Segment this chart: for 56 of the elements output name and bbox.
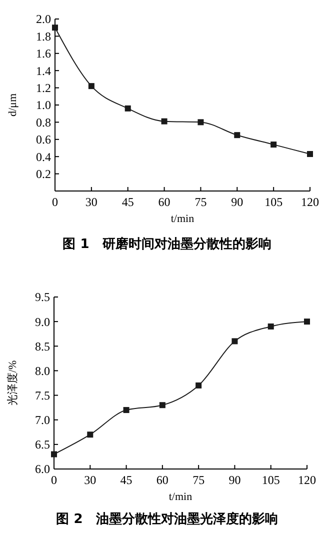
x-tick-label: 60 <box>156 473 168 487</box>
point <box>270 142 277 148</box>
point <box>232 338 238 344</box>
x-axis-title: t/min <box>170 213 195 225</box>
point <box>161 118 168 124</box>
point <box>304 318 310 325</box>
x-tick-label: 105 <box>264 195 283 209</box>
y-tick-label: 0.8 <box>36 115 51 130</box>
y-tick-label: 0.6 <box>36 132 51 147</box>
x-tick-label: 90 <box>228 473 241 487</box>
y-axis-title: 光泽度/% <box>6 360 19 406</box>
y-tick-label: 1.2 <box>36 81 51 95</box>
text: 图 2 油墨分散性对油墨光泽度的影响 <box>56 511 278 527</box>
y-tick-label: 0.2 <box>36 167 51 181</box>
y-tick-label: 8.5 <box>35 339 50 354</box>
y-tick-label: 1.0 <box>36 98 51 112</box>
text: 图 1 研磨时间对油墨分散性的影响 <box>62 236 272 252</box>
x-tick-label: 30 <box>85 195 98 209</box>
point <box>88 83 94 90</box>
point <box>159 402 166 408</box>
point <box>234 132 240 138</box>
x-tick-label: 90 <box>231 195 244 209</box>
x-tick-label: 45 <box>120 473 132 487</box>
y-tick-label: 1.4 <box>36 64 51 78</box>
point <box>196 382 202 388</box>
point <box>198 119 204 126</box>
point <box>123 407 130 414</box>
y-tick-label: 6.5 <box>35 438 50 452</box>
x-axis-title: t/min <box>168 491 193 503</box>
y-tick-label: 1.6 <box>36 46 51 61</box>
x-tick-label: 30 <box>84 473 96 487</box>
y-tick-label: 0.4 <box>36 150 51 164</box>
point <box>87 432 94 438</box>
y-tick-label: 6.0 <box>35 462 50 476</box>
y-tick-label: 9.0 <box>35 314 50 329</box>
x-tick-label: 75 <box>194 195 207 209</box>
y-tick-label: 9.5 <box>35 290 50 304</box>
y-tick-label: 8.0 <box>35 364 50 378</box>
y-tick-label: 1.8 <box>36 29 51 44</box>
point <box>124 105 131 112</box>
x-tick-label: 105 <box>262 473 280 487</box>
x-tick-label: 75 <box>192 473 205 487</box>
point <box>52 24 58 31</box>
point <box>268 323 274 330</box>
x-tick-label: 120 <box>301 195 319 209</box>
x-tick-label: 45 <box>122 195 134 209</box>
x-tick-label: 0 <box>52 195 58 209</box>
x-tick-label: 60 <box>158 195 170 209</box>
y-tick-label: 2.0 <box>36 12 51 26</box>
x-tick-label: 120 <box>298 473 316 487</box>
point <box>51 451 57 458</box>
x-tick-label: 0 <box>51 473 57 487</box>
y-tick-label: 7.0 <box>35 413 50 428</box>
y-tick-label: 7.5 <box>35 388 50 402</box>
y-axis-title: d/μm <box>7 93 19 117</box>
point <box>307 151 313 158</box>
